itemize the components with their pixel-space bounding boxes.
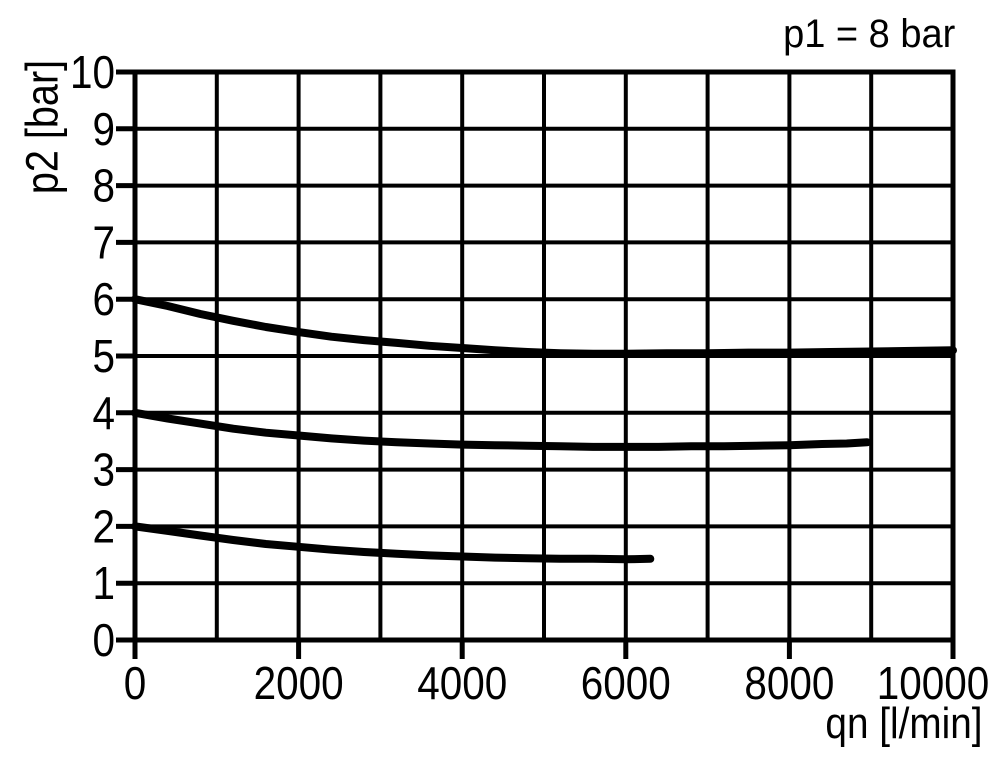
y-axis-tick-label: 10 bbox=[70, 48, 115, 99]
x-axis-tick-label: 6000 bbox=[581, 659, 671, 710]
y-axis-tick-label: 6 bbox=[92, 275, 115, 326]
y-axis-tick-label: 2 bbox=[92, 502, 115, 553]
x-axis-label: qn [l/min] bbox=[825, 699, 983, 748]
y-axis-tick-label: 1 bbox=[92, 559, 115, 610]
y-axis-tick-label: 0 bbox=[92, 616, 115, 667]
data-curve-outlet-pressure-setting-4-bar bbox=[131, 408, 872, 451]
y-axis-tick-label: 4 bbox=[92, 388, 115, 439]
x-axis-tick-label: 0 bbox=[124, 659, 147, 710]
data-curve-outlet-pressure-setting-2-bar bbox=[131, 522, 655, 564]
x-axis-tick-label: 8000 bbox=[744, 659, 834, 710]
y-axis-tick-label: 7 bbox=[92, 218, 115, 269]
inlet-pressure-annotation: p1 = 8 bar bbox=[782, 12, 955, 56]
y-axis-tick-label: 3 bbox=[92, 445, 115, 496]
x-axis-tick-label: 4000 bbox=[417, 659, 507, 710]
y-axis-label: p2 [bar] bbox=[16, 59, 68, 195]
data-curve-outlet-pressure-setting-6-bar bbox=[131, 295, 957, 358]
y-axis-tick-label: 9 bbox=[92, 104, 115, 155]
x-axis-tick-label: 2000 bbox=[254, 659, 344, 710]
y-axis-tick-label: 8 bbox=[92, 161, 115, 212]
y-axis-tick-label: 5 bbox=[92, 332, 115, 383]
x-axis-tick-label: 10000 bbox=[877, 659, 990, 710]
